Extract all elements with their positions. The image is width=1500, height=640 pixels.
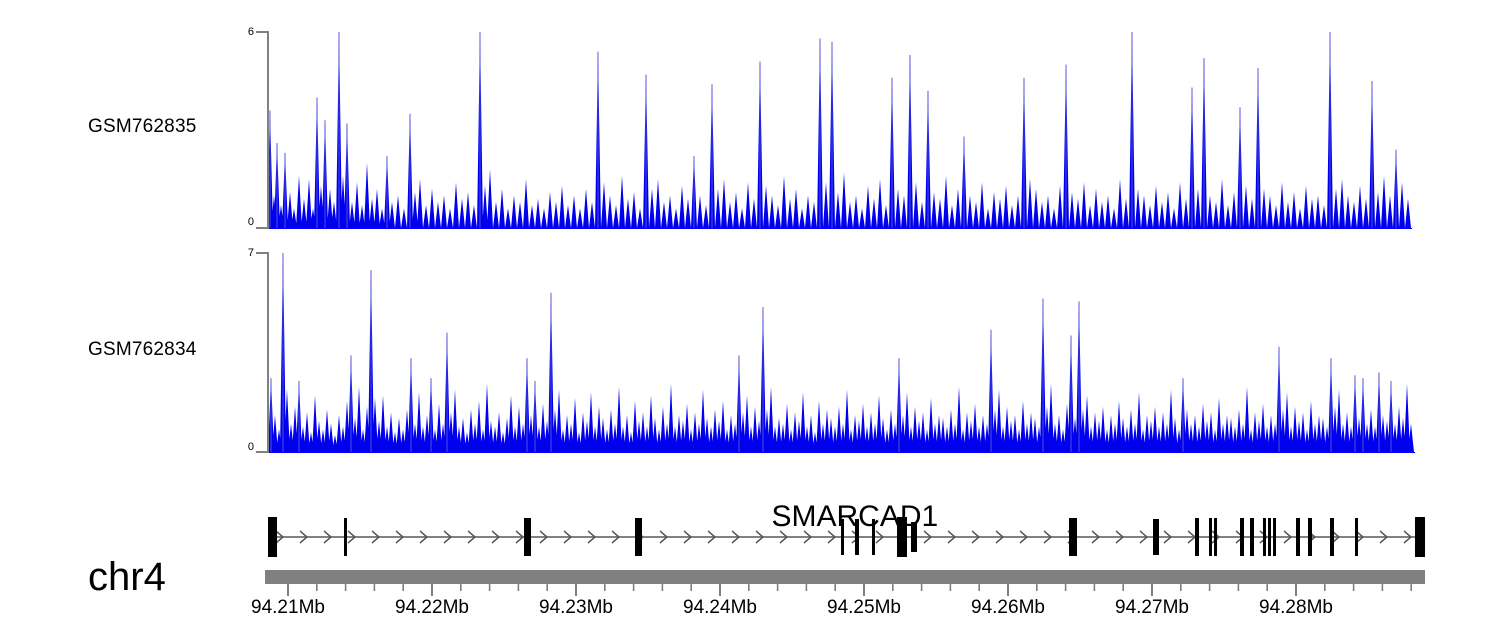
track-label-1: GSM762835 bbox=[88, 116, 197, 137]
exon-block bbox=[1214, 518, 1217, 556]
strand-arrow bbox=[1403, 530, 1413, 544]
strand-arrow bbox=[443, 530, 453, 544]
strand-arrow bbox=[803, 530, 813, 544]
signal-area bbox=[268, 253, 1415, 452]
strand-arrow bbox=[395, 530, 405, 544]
strand-arrow bbox=[323, 530, 333, 544]
strand-arrow bbox=[755, 530, 765, 544]
exon-block bbox=[1355, 518, 1358, 556]
gene-name-label[interactable]: SMARCAD1 bbox=[771, 500, 939, 533]
exon-block bbox=[1250, 518, 1254, 556]
strand-arrow bbox=[371, 530, 381, 544]
exon-block bbox=[1240, 518, 1244, 556]
strand-arrow bbox=[1283, 530, 1293, 544]
strand-arrow bbox=[347, 530, 357, 544]
exon-block bbox=[1153, 519, 1159, 555]
exon-block bbox=[1273, 518, 1276, 556]
strand-arrow bbox=[971, 530, 981, 544]
ideogram-bar bbox=[265, 570, 1425, 584]
strand-arrow bbox=[1331, 530, 1341, 544]
strand-arrow bbox=[683, 530, 693, 544]
ruler-tick-label: 94.25Mb bbox=[827, 597, 901, 618]
exon-block bbox=[1308, 518, 1312, 556]
track-2-axis-min: 0 bbox=[247, 441, 254, 453]
strand-arrow bbox=[707, 530, 717, 544]
exon-block bbox=[872, 519, 875, 555]
strand-arrow bbox=[1139, 530, 1149, 544]
exon-block bbox=[524, 518, 531, 556]
strand-arrow bbox=[875, 530, 885, 544]
strand-arrow bbox=[1259, 530, 1269, 544]
strand-arrow bbox=[1355, 530, 1365, 544]
exon-block bbox=[635, 518, 642, 556]
strand-arrow bbox=[827, 530, 837, 544]
strand-arrow bbox=[419, 530, 429, 544]
strand-arrow bbox=[275, 530, 285, 544]
exon-block bbox=[841, 519, 844, 555]
strand-arrow bbox=[1163, 530, 1173, 544]
track-1-axis-min: 0 bbox=[247, 216, 254, 228]
strand-arrow bbox=[923, 530, 933, 544]
strand-arrow bbox=[539, 530, 549, 544]
strand-arrow bbox=[995, 530, 1005, 544]
ruler-tick-label: 94.26Mb bbox=[971, 597, 1045, 618]
exon-block bbox=[897, 517, 907, 557]
strand-arrow bbox=[659, 530, 669, 544]
track-label-2: GSM762834 bbox=[88, 339, 197, 360]
track-1-axis-max: 6 bbox=[247, 26, 254, 38]
strand-arrow bbox=[467, 530, 477, 544]
strand-arrow bbox=[947, 530, 957, 544]
strand-arrow bbox=[515, 530, 525, 544]
track-2-axis-max: 7 bbox=[247, 247, 254, 259]
ruler-tick-label: 94.23Mb bbox=[539, 597, 613, 618]
strand-arrow bbox=[491, 530, 501, 544]
exon-block bbox=[1268, 518, 1271, 556]
ruler-tick-label: 94.28Mb bbox=[1259, 597, 1333, 618]
exon-block bbox=[344, 518, 347, 556]
strand-arrow bbox=[1115, 530, 1125, 544]
ruler-tick-label: 94.21Mb bbox=[251, 597, 325, 618]
exon-block bbox=[1263, 518, 1266, 556]
strand-arrow bbox=[611, 530, 621, 544]
exon-block bbox=[1195, 518, 1199, 556]
exon-block bbox=[1330, 518, 1334, 556]
strand-arrow bbox=[1019, 530, 1029, 544]
strand-arrow bbox=[1043, 530, 1053, 544]
exon-block bbox=[855, 519, 859, 555]
exon-block bbox=[1415, 517, 1425, 557]
strand-arrow bbox=[299, 530, 309, 544]
strand-arrow bbox=[1091, 530, 1101, 544]
chromosome-label: chr4 bbox=[88, 555, 166, 599]
ruler-tick-label: 94.22Mb bbox=[395, 597, 469, 618]
strand-arrow bbox=[731, 530, 741, 544]
ruler-tick-label: 94.24Mb bbox=[683, 597, 757, 618]
exon-block bbox=[1069, 518, 1077, 556]
strand-arrow bbox=[587, 530, 597, 544]
strand-arrow bbox=[779, 530, 789, 544]
exon-block bbox=[268, 517, 277, 557]
ruler-tick-label: 94.27Mb bbox=[1115, 597, 1189, 618]
exon-block bbox=[1209, 518, 1212, 556]
exon-block bbox=[911, 522, 917, 552]
strand-arrow bbox=[1379, 530, 1389, 544]
exon-block bbox=[1296, 518, 1300, 556]
strand-arrow bbox=[563, 530, 573, 544]
